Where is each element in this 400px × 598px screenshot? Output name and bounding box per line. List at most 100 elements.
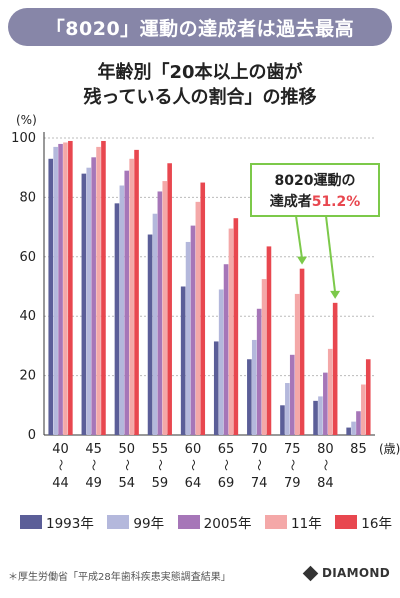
x-tick-label: 80 [317,442,334,457]
bar-16年-55 [167,163,172,435]
x-tick-label: 50 [118,442,135,457]
bar-11年-75 [294,293,300,435]
x-tick-tilde: ～ [120,459,134,471]
bar-99年-75 [285,383,290,435]
bar-2005年-50 [124,170,130,436]
x-tick-label-end: 44 [52,476,69,491]
x-tick-label-end: 54 [118,476,135,491]
bar-99年-85 [351,421,356,435]
x-tick-label: 40 [52,442,69,457]
x-tick-tilde: ～ [54,459,68,471]
legend: 1993年 99年 2005年 11年 16年 [20,512,392,532]
title-banner: 「8020」運動の達成者は過去最高 [8,8,392,46]
x-tick-label-end: 59 [152,476,169,491]
x-tick-tilde: ～ [318,459,332,471]
legend-swatch [177,515,200,529]
legend-label: 16年 [361,516,392,532]
bar-99年-80 [318,396,323,435]
bar-1993年-45 [81,173,87,435]
y-tick-label: 20 [19,369,36,384]
y-tick-label: 100 [11,131,36,146]
callout-arrowhead [297,256,308,265]
bar-2005年-55 [157,191,163,435]
bar-1993年-85 [346,427,351,435]
bar-11年-80 [327,348,333,435]
bar-1993年-80 [313,400,318,435]
legend-swatch [265,515,288,529]
bar-2005年-80 [323,372,328,435]
bar-99年-55 [152,213,158,435]
bar-1993年-75 [280,405,285,435]
legend-item: 1993年 [20,512,94,532]
bar-16年-70 [266,246,272,435]
bar-16年-45 [101,140,106,435]
x-tick-tilde: ～ [219,459,233,471]
bar-99年-40 [53,146,58,435]
legend-label: 11年 [291,516,322,532]
x-tick-tilde: ～ [153,459,167,471]
bar-2005年-65 [223,264,229,435]
legend-item: 16年 [335,512,392,532]
bar-1993年-40 [48,158,54,436]
x-tick-label-end: 69 [218,476,235,491]
bar-16年-75 [299,268,305,435]
callout-arrow [295,215,304,259]
brand-name: DIAMOND [322,566,390,580]
x-tick-label: 85 [350,442,367,457]
banner-title: 「8020」運動の達成者は過去最高 [45,17,355,40]
bar-99年-45 [86,167,92,435]
bar-2005年-60 [190,225,196,435]
x-tick-label-end: 74 [251,476,268,491]
y-tick-label: 80 [19,190,36,205]
bar-16年-80 [332,302,338,435]
bar-16年-60 [200,182,206,435]
x-tick-tilde: ～ [186,459,200,471]
bar-1993年-65 [213,341,219,435]
y-tick-label: 0 [28,428,36,443]
y-tick-label: 60 [19,250,36,265]
bar-11年-60 [195,201,201,435]
bar-16年-40 [68,140,73,435]
bar-1993年-70 [247,359,252,435]
x-tick-label: 75 [284,442,301,457]
legend-item: 11年 [265,512,322,532]
bar-16年-65 [233,218,239,435]
bar-16年-85 [365,359,371,435]
diamond-icon [302,565,319,581]
x-tick-label-end: 64 [185,476,202,491]
callout-box [250,163,380,217]
legend-item: 2005年 [177,512,252,532]
bar-2005年-85 [356,411,361,435]
legend-swatch [335,515,358,529]
bar-99年-70 [251,339,257,435]
legend-label: 1993年 [46,516,94,532]
bar-2005年-40 [58,143,63,435]
bar-11年-65 [228,228,234,435]
x-tick-label-end: 79 [284,476,301,491]
bar-1993年-55 [147,234,153,435]
callout-arrow [325,215,337,293]
callout-line2: 達成者51.2% [270,193,361,210]
legend-label: 99年 [133,516,165,532]
x-axis-unit: (歳) [379,442,400,456]
bar-99年-65 [218,289,224,435]
bar-11年-85 [361,384,366,435]
source-note: ＊厚生労働省「平成28年歯科疾患実態調査結果」 [8,572,231,583]
x-tick-label: 65 [218,442,235,457]
chart-title-line2: 残っている人の割合」の推移 [83,87,317,108]
bar-99年-60 [185,241,191,435]
bar-11年-40 [63,142,68,435]
brand-logo: DIAMOND [302,565,390,581]
bar-2005年-70 [256,308,262,435]
x-tick-tilde: ～ [87,459,101,471]
x-tick-label: 60 [185,442,202,457]
bar-11年-50 [129,158,134,436]
x-tick-label: 55 [152,442,169,457]
x-tick-label-end: 49 [85,476,102,491]
x-tick-label-end: 84 [317,476,334,491]
x-tick-label: 70 [251,442,268,457]
x-tick-tilde: ～ [285,459,299,471]
bar-2005年-45 [91,157,96,435]
bar-1993年-60 [180,286,186,435]
